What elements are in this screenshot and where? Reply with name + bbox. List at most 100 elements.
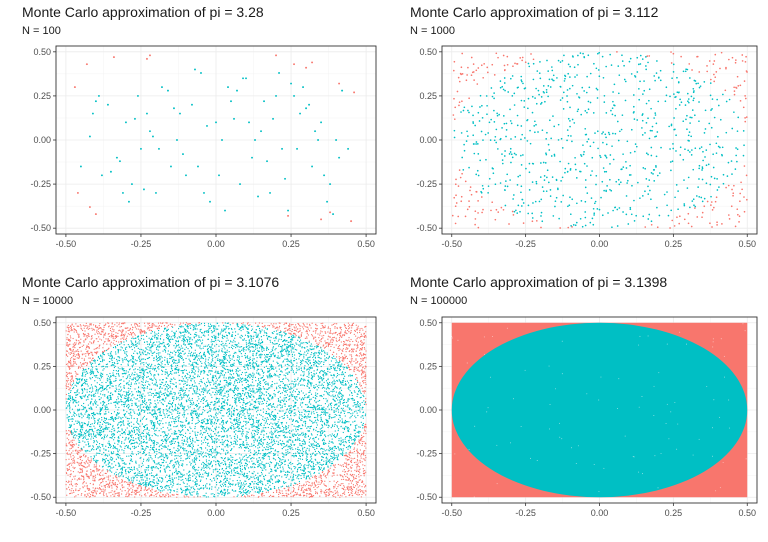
point-inside bbox=[91, 112, 94, 115]
point-inside bbox=[185, 174, 187, 177]
gap-speck bbox=[466, 362, 468, 364]
point-inside bbox=[296, 147, 298, 150]
gap-speck bbox=[487, 407, 489, 409]
y-tick-label: -0.25 bbox=[30, 179, 51, 189]
point-inside bbox=[209, 200, 211, 203]
point-inside bbox=[134, 117, 136, 120]
y-tick-label: 0.25 bbox=[33, 91, 51, 101]
point-outside bbox=[112, 56, 115, 59]
point-inside bbox=[176, 139, 178, 141]
point-inside bbox=[263, 100, 265, 103]
point-inside bbox=[143, 188, 145, 191]
panel-n-100: Monte Carlo approximation of pi = 3.28 N… bbox=[22, 4, 377, 249]
point-inside bbox=[320, 121, 323, 124]
gap-speck bbox=[561, 373, 563, 375]
gap-speck bbox=[575, 463, 577, 465]
x-tick-label: 0.50 bbox=[738, 239, 756, 249]
gap-speck bbox=[686, 343, 688, 345]
point-inside bbox=[182, 153, 184, 156]
point-outside bbox=[88, 206, 91, 208]
panel-n-100000: Monte Carlo approximation of pi = 3.1398… bbox=[410, 274, 758, 518]
point-inside bbox=[341, 89, 344, 92]
point-inside bbox=[79, 165, 82, 168]
point-inside bbox=[161, 86, 163, 89]
axis-ticks: -0.50 -0.25 0.00 0.25 0.50 0.50 0.25 0.00 -0.25 -… bbox=[416, 47, 756, 249]
gap-speck bbox=[712, 346, 714, 348]
axis-ticks: -0.50 -0.25 0.00 0.25 0.50 0.50 0.25 0.00 -0.25 -… bbox=[416, 318, 756, 518]
gap-speck bbox=[536, 460, 538, 461]
points-inside bbox=[453, 51, 745, 229]
x-tick-label: 0.50 bbox=[738, 508, 756, 518]
point-inside bbox=[121, 191, 124, 194]
gap-speck bbox=[745, 458, 747, 460]
point-outside bbox=[350, 220, 353, 223]
point-inside bbox=[167, 89, 169, 92]
point-inside bbox=[239, 183, 241, 186]
point-inside bbox=[197, 165, 199, 168]
point-inside bbox=[173, 107, 175, 110]
gap-speck bbox=[474, 425, 476, 427]
panel-n-10000: Monte Carlo approximation of pi = 3.1076… bbox=[22, 274, 377, 518]
point-outside bbox=[73, 86, 76, 89]
point-inside bbox=[242, 77, 244, 80]
gap-speck bbox=[679, 331, 681, 333]
gap-speck bbox=[624, 435, 626, 437]
point-inside bbox=[338, 156, 341, 159]
gap-speck bbox=[548, 365, 550, 367]
x-tick-label: -0.50 bbox=[441, 508, 462, 518]
gap-speck bbox=[618, 378, 620, 380]
point-inside bbox=[311, 165, 314, 168]
gap-speck bbox=[559, 422, 560, 424]
point-inside bbox=[97, 94, 100, 97]
panel-subtitle: N = 10000 bbox=[22, 295, 73, 307]
point-outside bbox=[320, 218, 323, 221]
point-inside bbox=[124, 121, 127, 124]
gap-speck bbox=[692, 454, 694, 456]
axis-ticks: -0.50 -0.25 0.00 0.25 0.50 0.50 0.25 0.00 -0.25 -… bbox=[30, 318, 374, 518]
panel-n-1000: Monte Carlo approximation of pi = 3.112 … bbox=[410, 4, 758, 249]
panel-title: Monte Carlo approximation of pi = 3.28 bbox=[22, 4, 264, 20]
inside-region bbox=[451, 322, 748, 498]
point-inside bbox=[203, 191, 205, 194]
gap-speck bbox=[728, 427, 730, 429]
gap-speck bbox=[722, 461, 724, 463]
point-inside bbox=[269, 191, 271, 194]
gap-speck bbox=[720, 338, 722, 340]
x-tick-label: 0.50 bbox=[357, 508, 375, 518]
gap-speck bbox=[670, 411, 672, 413]
gap-speck bbox=[715, 490, 717, 492]
y-tick-label: 0.00 bbox=[33, 405, 51, 415]
point-inside bbox=[140, 147, 142, 150]
y-tick-label: 0.00 bbox=[419, 135, 437, 145]
x-tick-label: 0.00 bbox=[591, 239, 609, 249]
x-tick-label: -0.25 bbox=[515, 508, 536, 518]
x-tick-label: 0.25 bbox=[665, 239, 683, 249]
grid bbox=[442, 46, 757, 234]
gap-speck bbox=[653, 385, 655, 387]
y-tick-label: -0.50 bbox=[30, 223, 51, 233]
gap-speck bbox=[492, 335, 493, 337]
point-inside bbox=[254, 139, 256, 141]
x-tick-label: 0.00 bbox=[207, 508, 225, 518]
gap-speck bbox=[723, 355, 725, 357]
x-tick-label: 0.25 bbox=[282, 508, 300, 518]
point-inside bbox=[179, 112, 181, 115]
point-outside bbox=[293, 63, 295, 66]
gap-speck bbox=[513, 398, 514, 400]
point-inside bbox=[332, 213, 335, 216]
gap-speck bbox=[555, 388, 557, 390]
point-inside bbox=[221, 139, 223, 141]
gap-speck bbox=[657, 487, 659, 489]
gap-speck bbox=[638, 406, 640, 408]
gap-speck bbox=[638, 344, 640, 346]
points bbox=[65, 322, 367, 498]
y-tick-label: 0.25 bbox=[419, 361, 437, 371]
gap-speck bbox=[653, 415, 655, 417]
panel-title: Monte Carlo approximation of pi = 3.112 bbox=[410, 4, 659, 20]
gap-speck bbox=[698, 438, 700, 440]
point-outside bbox=[76, 191, 79, 194]
axis-ticks: -0.50 -0.25 0.00 0.25 0.50 0.50 0.25 0.00 -0.25 -… bbox=[30, 47, 374, 249]
gap-speck bbox=[658, 372, 660, 374]
point-inside bbox=[88, 135, 91, 138]
